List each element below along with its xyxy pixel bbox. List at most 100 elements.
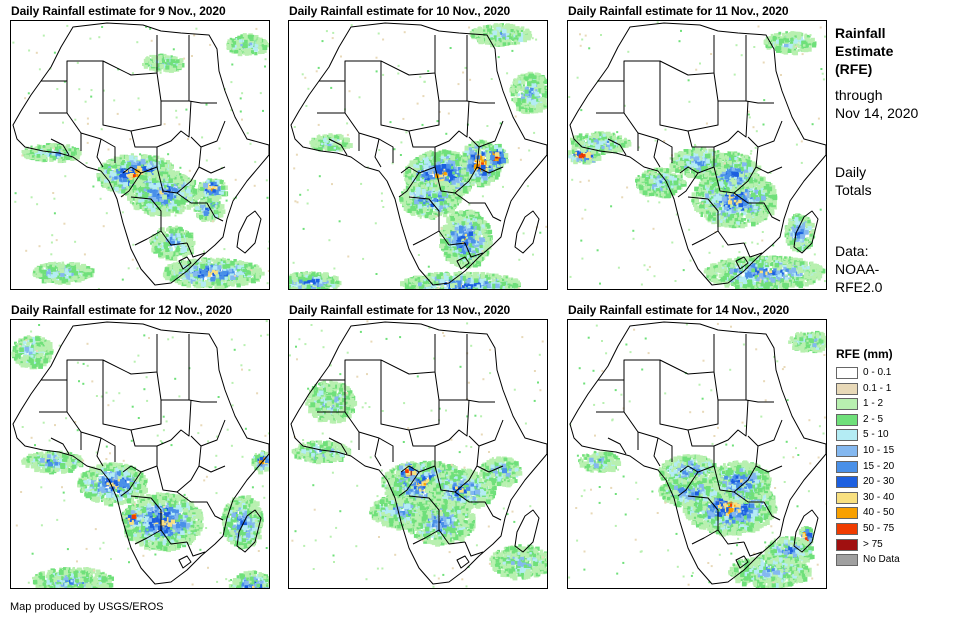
country-border: [50, 138, 70, 156]
country-border: [198, 445, 226, 473]
country-border: [408, 100, 470, 148]
legend-label: 2 - 5: [863, 414, 883, 425]
country-border: [677, 471, 699, 497]
country-border: [713, 334, 747, 401]
legend-label: No Data: [863, 554, 900, 565]
country-border: [454, 491, 502, 521]
title-line: (RFE): [835, 60, 893, 78]
country-border: [188, 399, 217, 403]
rainfall-field: [568, 322, 826, 588]
country-border: [747, 419, 783, 447]
madagascar-coastline: [514, 509, 540, 553]
country-border: [607, 437, 627, 455]
legend-label: 30 - 40: [863, 492, 894, 503]
country-border: [476, 445, 504, 473]
legend-swatch: [836, 538, 858, 551]
legend-swatch: [836, 554, 858, 567]
legend-swatch: [836, 491, 858, 504]
country-border: [380, 360, 440, 431]
country-border: [41, 334, 158, 381]
madagascar-coastline: [793, 509, 819, 553]
panel-title: Daily Rainfall estimate for 9 Nov., 2020: [11, 4, 226, 18]
map-panel-nov-13: Daily Rainfall estimate for 13 Nov., 202…: [287, 301, 570, 593]
country-border: [687, 196, 745, 246]
country-border: [120, 172, 142, 198]
legend-label: 20 - 30: [863, 476, 894, 487]
country-border: [328, 138, 348, 156]
country-border: [120, 471, 142, 497]
country-border: [653, 138, 661, 168]
country-borders: [569, 321, 826, 585]
country-border: [623, 411, 639, 450]
country-border: [687, 495, 745, 545]
country-border: [102, 360, 162, 431]
country-border: [687, 399, 749, 447]
source-line: NOAA-: [835, 260, 882, 278]
country-border: [637, 132, 673, 163]
country-border: [733, 491, 781, 521]
title-line: Estimate: [835, 42, 893, 60]
legend-swatch: [836, 476, 858, 489]
country-border: [677, 172, 699, 198]
map-panel-nov-10: Daily Rainfall estimate for 10 Nov., 202…: [287, 2, 570, 294]
country-border: [317, 81, 346, 114]
madagascar-coastline: [793, 210, 819, 254]
panel-title: Daily Rainfall estimate for 14 Nov., 202…: [568, 303, 789, 317]
country-border: [156, 465, 200, 493]
country-border: [39, 81, 68, 114]
country-border: [130, 495, 188, 545]
rainfall-field: [11, 320, 269, 588]
country-borders: [12, 22, 269, 286]
country-border: [456, 256, 470, 270]
africa-coastline: [290, 22, 547, 286]
country-border: [178, 256, 192, 270]
rainfall-field: [289, 23, 547, 289]
legend-swatch: [836, 413, 858, 426]
country-border: [408, 196, 466, 246]
country-border: [190, 120, 226, 148]
panel-title: Daily Rainfall estimate for 10 Nov., 202…: [289, 4, 510, 18]
legend-label: > 75: [863, 539, 883, 550]
madagascar-coastline: [514, 210, 540, 254]
country-borders: [12, 321, 269, 585]
country-border: [454, 192, 502, 222]
country-border: [156, 35, 190, 102]
africa-map: [11, 320, 269, 588]
country-border: [96, 138, 104, 168]
country-border: [66, 411, 82, 450]
country-border: [735, 256, 749, 270]
country-border: [755, 146, 783, 174]
totals-label: Totals: [835, 181, 872, 199]
legend-swatch: [836, 429, 858, 442]
africa-map: [12, 22, 269, 289]
country-border: [39, 380, 68, 413]
country-border: [713, 35, 747, 102]
country-border: [134, 529, 162, 545]
country-border: [102, 61, 162, 132]
country-borders: [569, 22, 826, 286]
africa-map: [289, 22, 547, 289]
rainfall-field: [568, 21, 826, 289]
country-border: [188, 100, 217, 104]
country-border: [186, 541, 206, 557]
rainfall-map: [10, 319, 270, 589]
rainfall-field: [289, 320, 547, 588]
country-border: [476, 146, 504, 174]
legend-swatch: [836, 445, 858, 457]
africa-coastline: [12, 22, 269, 286]
country-border: [598, 334, 715, 381]
legend-swatch: [836, 523, 858, 535]
country-border: [80, 132, 116, 163]
country-border: [398, 172, 420, 198]
rainfall-field: [12, 24, 269, 289]
country-border: [398, 471, 420, 497]
legend-label: 0 - 0.1: [863, 367, 891, 378]
country-border: [130, 196, 188, 246]
country-border: [466, 100, 495, 104]
legend-swatch: [836, 398, 858, 411]
country-border: [178, 555, 192, 569]
africa-map: [568, 21, 826, 289]
africa-coastline: [569, 321, 826, 585]
country-border: [735, 555, 749, 569]
rainfall-map: [567, 20, 827, 290]
